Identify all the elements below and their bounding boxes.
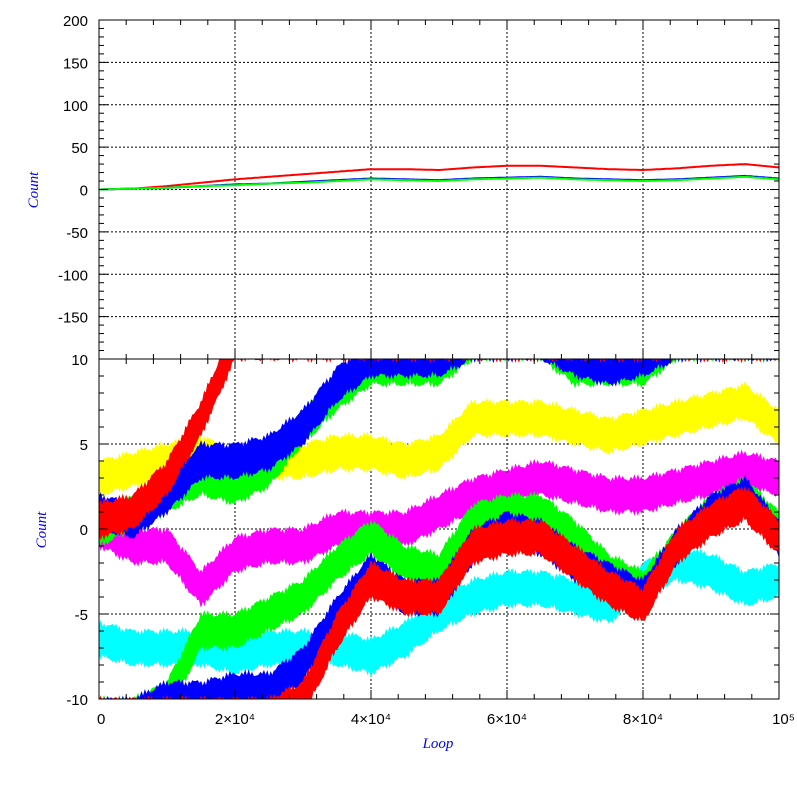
series-band <box>99 485 779 699</box>
ytick-label: 200 <box>63 13 88 30</box>
top-ylabel: Count <box>26 171 42 209</box>
bottom-ylabel: Count <box>34 511 50 549</box>
series-line <box>99 163 779 191</box>
series-band <box>99 449 779 607</box>
xtick-label: 0 <box>97 711 105 728</box>
frame-layer <box>98 19 780 700</box>
ytick-label: -5 <box>75 607 88 624</box>
series-layer <box>99 163 779 699</box>
ytick-label: 10 <box>71 352 88 369</box>
ytick-label: 0 <box>80 522 88 539</box>
ytick-label: 50 <box>71 140 88 157</box>
xtick-label: 8×10⁴ <box>623 711 663 728</box>
xtick-label: 10⁵ <box>772 711 795 728</box>
xtick-label: 4×10⁴ <box>351 711 391 728</box>
ytick-label: 5 <box>80 437 88 454</box>
series-group <box>99 163 779 191</box>
ytick-label: 100 <box>63 98 88 115</box>
series-line <box>99 175 779 191</box>
series-group <box>99 359 779 699</box>
xtick-label: 6×10⁴ <box>487 711 527 728</box>
series-band <box>99 359 774 539</box>
bottom-xlabel: Loop <box>422 736 454 752</box>
ytick-label: -150 <box>58 310 88 327</box>
ytick-label: -10 <box>66 692 88 709</box>
ytick-label: 150 <box>63 55 88 72</box>
ytick-label: 0 <box>80 183 88 200</box>
grid-layer <box>99 20 779 699</box>
ytick-label: -100 <box>58 267 88 284</box>
xtick-label: 2×10⁴ <box>215 711 255 728</box>
ytick-label: -50 <box>66 225 88 242</box>
